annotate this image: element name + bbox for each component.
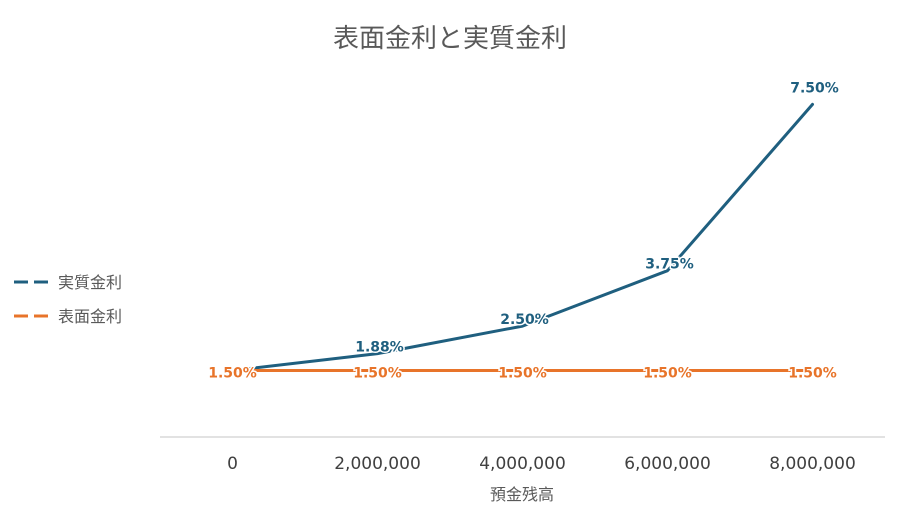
data-label: 1.50% [353,365,402,381]
data-label: 7.50% [790,80,839,96]
x-axis-label: 預金残高 [490,485,554,504]
x-tick-label: 2,000,000 [334,454,421,474]
x-tick-label: 0 [227,454,238,474]
x-tick-label: 4,000,000 [479,454,566,474]
chart-title: 表面金利と実質金利 [333,24,567,54]
x-tick-label: 8,000,000 [769,454,856,474]
legend-label: 表面金利 [58,307,122,326]
data-label: 1.50% [643,365,692,381]
data-labels: 1.88% 2.50% 3.75% 7.50% 1.50% 1.50% 1.50% 1.50%… [207,79,841,383]
data-label: 1.50% [788,365,837,381]
series-line [231,102,814,372]
data-label: 3.75% [645,257,694,273]
data-label: 1.50% [208,365,257,381]
data-label: 2.50% [500,312,549,328]
x-tick-labels: 0 2,000,000 4,000,000 6,000,000 8,000,000 [227,454,856,474]
data-label: 1.88% [355,340,404,356]
data-label: 1.50% [498,365,547,381]
x-tick-label: 6,000,000 [624,454,711,474]
legend-label: 実質金利 [58,273,122,292]
series-lines [231,102,814,372]
